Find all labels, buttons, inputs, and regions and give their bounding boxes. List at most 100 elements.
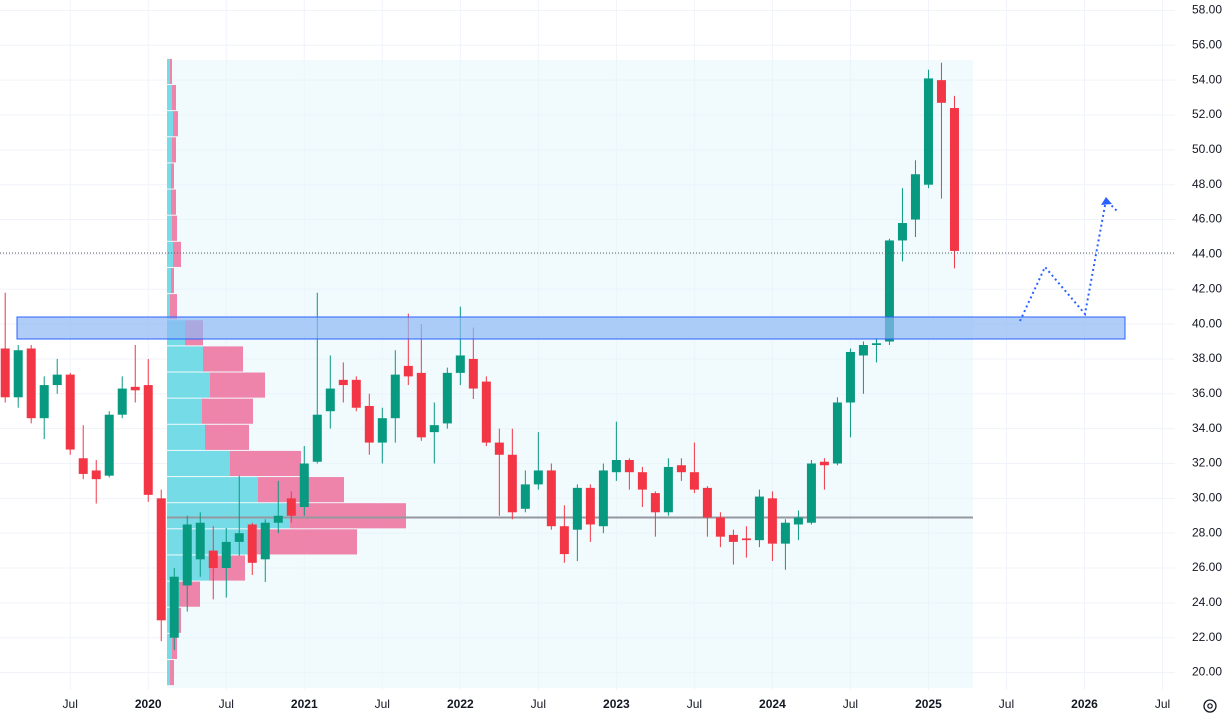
profile-down-bar [290,503,406,529]
volume-profile [167,58,973,686]
y-tick-label: 28.00 [1192,525,1222,539]
x-tick-label: Jul [843,697,858,711]
settings-button[interactable] [1203,699,1217,713]
profile-up-bar [167,633,172,660]
candle-body [520,484,530,509]
x-tick-label: 2021 [291,697,318,711]
y-tick-label: 48.00 [1192,177,1222,191]
settings-icon-core [1207,703,1213,709]
candle-body [611,460,621,473]
profile-down-bar [170,294,177,320]
y-tick-label: 52.00 [1192,107,1222,121]
y-tick-label: 20.00 [1192,665,1222,679]
candle-body [455,355,465,373]
candle-body [689,472,699,490]
profile-down-bar [179,581,200,607]
candle-body [156,498,166,621]
candle-body [143,385,153,495]
candle-body [572,487,582,530]
candle-body [663,466,673,513]
y-tick-label: 44.00 [1192,247,1222,261]
candle-body [78,458,88,474]
candle-body [936,80,946,103]
y-tick-label: 26.00 [1192,560,1222,574]
y-tick-label: 56.00 [1192,37,1222,51]
projection-path[interactable] [1019,197,1119,322]
candle-body [780,522,790,544]
candle-body [741,538,751,541]
candle-body [390,374,400,419]
candle-body [351,379,361,408]
y-tick-label: 50.00 [1192,142,1222,156]
profile-down-bar [230,450,301,477]
x-tick-label: 2025 [915,697,942,711]
candle-body [507,454,517,513]
candle-body [715,517,725,537]
candle-body [13,350,23,398]
y-tick-label: 22.00 [1192,630,1222,644]
candle-body [234,533,244,542]
candle-body [819,461,829,466]
profile-down-bar [170,660,174,686]
axes: 20.00 22.00 24.00 26.00 28.00 30.00 32.00 34.00… [63,3,1223,712]
y-tick-label: 42.00 [1192,281,1222,295]
x-tick-label: 2022 [447,697,474,711]
profile-up-bar [167,163,171,189]
candle-body [182,524,192,586]
candle-body [923,78,933,185]
profile-down-bar [202,398,253,424]
candle-body [598,470,608,527]
candle-body [585,487,595,525]
profile-up-bar [167,137,172,163]
candle-body [494,442,504,455]
profile-up-bar [167,660,170,686]
candle-body [416,372,426,438]
candle-body [39,385,49,419]
y-tick-label: 32.00 [1192,456,1222,470]
candle-body [312,414,322,462]
profile-down-bar [171,163,174,189]
candle-body [910,174,920,220]
zone-rectangle[interactable] [16,316,1126,340]
candle-body [793,517,803,525]
profile-down-bar [172,85,176,111]
candle-body [806,463,816,523]
x-tick-label: 2024 [759,697,786,711]
profile-up-bar [167,58,170,85]
candle-body [533,470,543,485]
profile-range [167,60,973,688]
profile-down-bar [171,189,176,215]
candle-body [559,526,569,555]
x-tick-label: Jul [219,697,234,711]
profile-down-bar [173,241,181,267]
candle-body [117,388,127,415]
x-tick-label: Jul [531,697,546,711]
profile-down-bar [203,346,243,372]
candle-body [481,381,491,443]
candle-body [195,522,205,560]
candle-body [26,348,36,419]
x-tick-label: Jul [999,697,1014,711]
profile-down-bar [172,137,176,163]
settings-icon [1203,699,1217,713]
candle-body [728,534,738,542]
profile-up-bar [167,477,258,503]
candle-body [208,550,218,569]
candle-body [845,351,855,403]
candle-body [949,108,959,251]
candle-body [832,402,842,464]
candle-body [624,460,634,473]
profile-up-bar [167,372,210,398]
y-tick-label: 30.00 [1192,491,1222,505]
candle-body [260,522,270,560]
candle-body [273,515,283,523]
profile-up-bar [167,111,173,137]
y-tick-label: 54.00 [1192,72,1222,86]
x-tick-label: 2020 [135,697,162,711]
candle-body [650,493,660,513]
candle-body [364,405,374,443]
candle-body [338,379,348,386]
candle-body [702,487,712,518]
profile-down-bar [257,529,357,555]
